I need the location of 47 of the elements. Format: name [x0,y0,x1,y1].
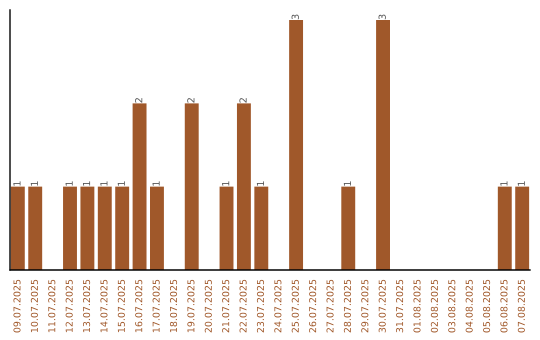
x-tick-label: 01.08.2025 [413,280,421,332]
x-tick-label: 12.07.2025 [66,280,73,332]
x-tick-label: 21.07.2025 [222,280,230,332]
x-tick-label: 04.08.2025 [466,280,473,332]
data-label: 1 [82,181,90,186]
x-tick-label: 30.07.2025 [378,280,386,332]
data-label: 1 [256,181,264,186]
data-label: 1 [30,181,38,186]
x-tick-label: 19.07.2025 [187,280,194,332]
data-label: 1 [500,181,508,186]
data-label: 1 [118,181,125,186]
x-tick-label: 27.07.2025 [326,280,334,332]
x-tick-label: 10.07.2025 [30,280,38,332]
x-tick-label: 20.07.2025 [204,280,212,332]
x-tick-label: 29.07.2025 [361,280,368,332]
x-tick-label: 05.08.2025 [482,280,490,332]
x-tick-label: 23.07.2025 [256,280,264,332]
data-label: 1 [344,181,351,186]
x-tick-label: 18.07.2025 [170,280,178,332]
data-label: 1 [152,181,160,186]
data-label: 2 [239,98,247,103]
data-label: 1 [518,181,525,186]
x-tick-label: 03.08.2025 [448,280,456,332]
x-tick-label: 11.07.2025 [48,280,56,332]
x-tick-label: 09.07.2025 [13,280,21,332]
x-tick-label: 31.07.2025 [396,280,404,332]
x-tick-label: 07.08.2025 [518,280,525,332]
data-label: 1 [100,181,108,186]
x-tick-label: 16.07.2025 [135,280,142,332]
data-label: 3 [378,14,386,20]
x-tick-label: 15.07.2025 [118,280,125,332]
x-tick-label: 13.07.2025 [82,280,90,332]
data-label: 2 [187,98,194,103]
data-label: 3 [292,14,299,20]
x-tick-label: 26.07.2025 [309,280,316,332]
x-tick-label: 06.08.2025 [500,280,508,332]
x-tick-label: 02.08.2025 [430,280,438,332]
x-tick-label: 22.07.2025 [240,280,247,332]
x-tick-label: 25.07.2025 [292,280,299,332]
x-tick-label: 28.07.2025 [344,280,351,332]
x-tick-label: 14.07.2025 [100,280,108,332]
data-label: 2 [135,98,142,103]
data-label: 1 [222,181,230,186]
data-label: 1 [13,181,21,186]
data-label: 1 [66,181,73,186]
x-tick-label: 24.07.2025 [274,280,282,332]
x-tick-label: 17.07.2025 [152,280,160,332]
